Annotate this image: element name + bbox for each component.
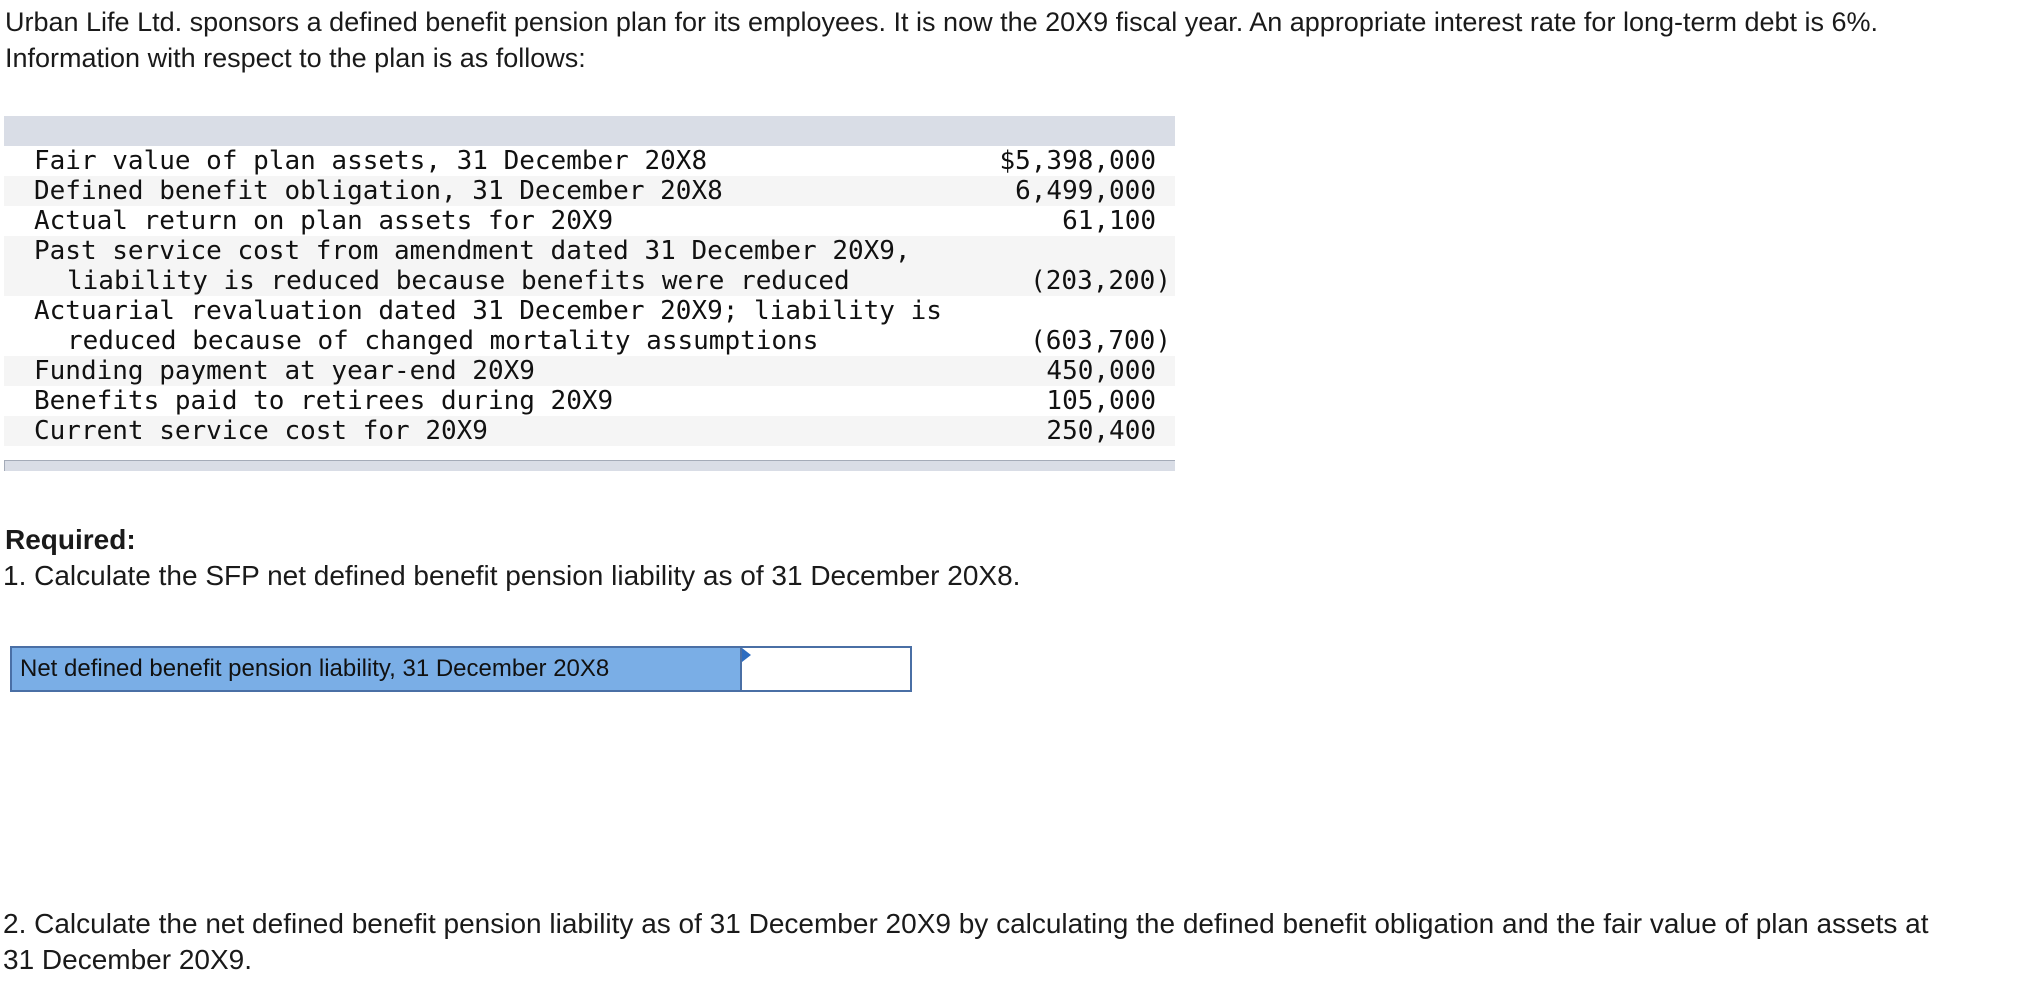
row-label-line2: reduced because of changed mortality ass… xyxy=(67,326,819,356)
table-row: Past service cost from amendment dated 3… xyxy=(4,236,1175,296)
answer-row: Net defined benefit pension liability, 3… xyxy=(10,646,912,692)
row-value: 450,000 xyxy=(1046,356,1156,386)
row-value: 105,000 xyxy=(1046,386,1156,416)
table-header-bar xyxy=(4,116,1175,146)
table-row: Actual return on plan assets for 20X9 61… xyxy=(4,206,1175,236)
row-label: Past service cost from amendment dated 3… xyxy=(4,236,961,296)
row-label: Actual return on plan assets for 20X9 xyxy=(34,206,614,236)
row-label: Benefits paid to retirees during 20X9 xyxy=(34,386,614,416)
answer-label: Net defined benefit pension liability, 3… xyxy=(12,648,742,690)
table-row: Actuarial revaluation dated 31 December … xyxy=(4,296,1175,356)
row-label: Funding payment at year-end 20X9 xyxy=(34,356,535,386)
row-value: 6,499,000 xyxy=(1015,176,1156,206)
required-heading: Required: xyxy=(5,524,136,555)
answer-input-wrap xyxy=(742,648,910,690)
row-value: 61,100 xyxy=(1062,206,1156,236)
table-row: Benefits paid to retirees during 20X9 10… xyxy=(4,386,1175,416)
row-label-line1: Past service cost from amendment dated 3… xyxy=(34,236,911,266)
row-value: (203,200) xyxy=(1030,266,1171,296)
table-row: Fair value of plan assets, 31 December 2… xyxy=(4,146,1175,176)
table-footer-bar xyxy=(4,460,1175,471)
table-row: Current service cost for 20X9 250,400 xyxy=(4,416,1175,446)
table-body: Fair value of plan assets, 31 December 2… xyxy=(4,146,1175,446)
row-value: 250,400 xyxy=(1046,416,1156,446)
table-row: Defined benefit obligation, 31 December … xyxy=(4,176,1175,206)
question-1: 1. Calculate the SFP net defined benefit… xyxy=(3,560,1021,591)
plan-info-table: Fair value of plan assets, 31 December 2… xyxy=(4,116,1175,471)
row-label: Defined benefit obligation, 31 December … xyxy=(34,176,723,206)
row-value: $5,398,000 xyxy=(999,146,1156,176)
row-label-line1: Actuarial revaluation dated 31 December … xyxy=(34,296,942,326)
row-label: Fair value of plan assets, 31 December 2… xyxy=(34,146,708,176)
row-label: Actuarial revaluation dated 31 December … xyxy=(4,296,961,356)
problem-intro: Urban Life Ltd. sponsors a defined benef… xyxy=(5,7,1879,73)
row-value: (603,700) xyxy=(1030,326,1171,356)
row-label: Current service cost for 20X9 xyxy=(34,416,488,446)
question-2: 2. Calculate the net defined benefit pen… xyxy=(3,908,1929,975)
net-liability-input[interactable] xyxy=(742,648,910,690)
row-label-line2: liability is reduced because benefits we… xyxy=(67,266,850,296)
table-row: Funding payment at year-end 20X9 450,000 xyxy=(4,356,1175,386)
